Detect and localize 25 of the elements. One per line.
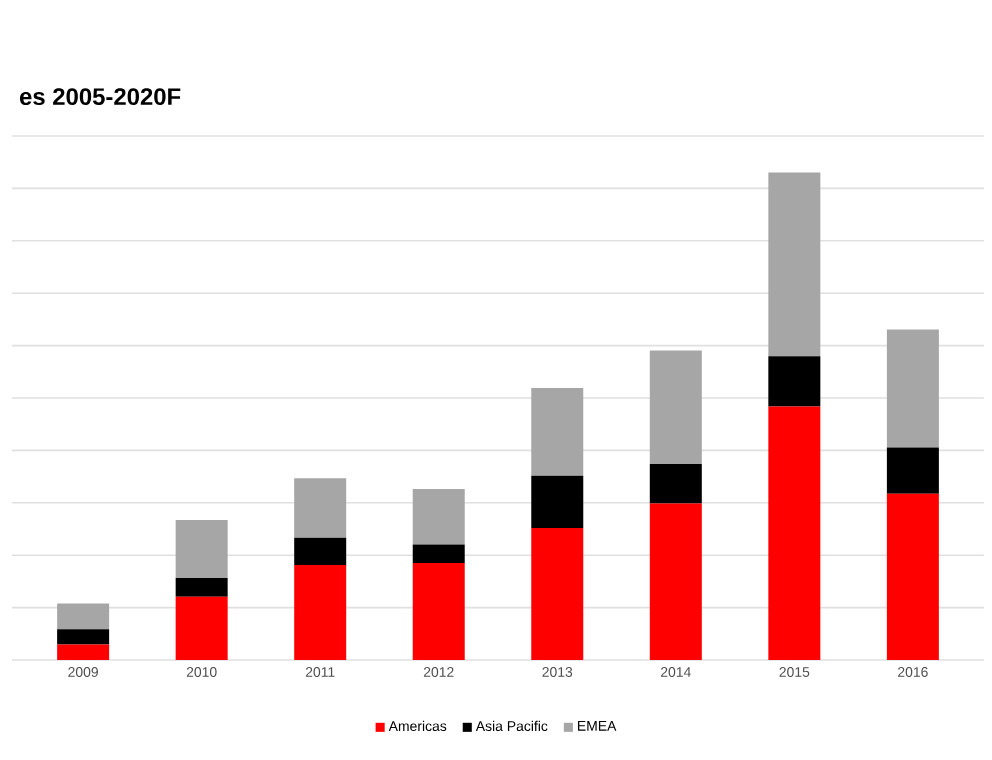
bar (412, 563, 465, 660)
bar (175, 578, 228, 597)
bar (175, 596, 228, 660)
bar (649, 503, 702, 660)
bar (57, 603, 110, 630)
bar (57, 629, 110, 645)
bar (531, 527, 584, 660)
bar (412, 488, 465, 545)
bar (649, 464, 702, 504)
bar (294, 478, 347, 538)
bar (768, 172, 821, 357)
bar (886, 493, 939, 660)
bar (649, 350, 702, 465)
bar (886, 447, 939, 494)
bar (531, 475, 584, 528)
bar (768, 356, 821, 407)
bar (768, 406, 821, 660)
bar (412, 544, 465, 563)
bar (57, 644, 110, 660)
bar (294, 564, 347, 660)
bar (175, 520, 228, 579)
bar (886, 329, 939, 448)
chart-title: es 2005-2020F (19, 88, 181, 106)
bar (294, 537, 347, 565)
bar (531, 388, 584, 476)
